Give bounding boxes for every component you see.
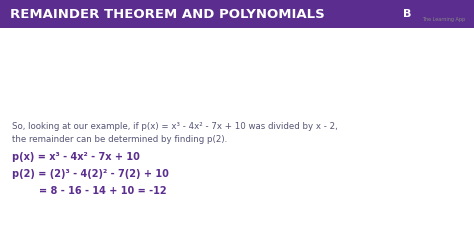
Text: B: B: [403, 9, 411, 19]
Text: So, looking at our example, if p(x) = x³ - 4x² - 7x + 10 was divided by x - 2,: So, looking at our example, if p(x) = x³…: [12, 122, 338, 131]
Text: p(x) = x³ - 4x² - 7x + 10: p(x) = x³ - 4x² - 7x + 10: [12, 152, 140, 162]
Text: The Learning App: The Learning App: [422, 17, 465, 23]
Text: BYJU'S: BYJU'S: [422, 5, 452, 15]
FancyBboxPatch shape: [0, 42, 469, 109]
Text: p(2) = (2)³ - 4(2)² - 7(2) + 10: p(2) = (2)³ - 4(2)² - 7(2) + 10: [12, 169, 169, 179]
Text: = 8 - 16 - 14 + 10 = -12: = 8 - 16 - 14 + 10 = -12: [12, 186, 167, 196]
FancyBboxPatch shape: [17, 39, 186, 59]
Text: Remainder Theorem: Remainder Theorem: [31, 43, 150, 53]
Text: the remainder can be determined by finding p(2).: the remainder can be determined by findi…: [12, 135, 227, 144]
Text: REMAINDER THEOREM AND POLYNOMIALS: REMAINDER THEOREM AND POLYNOMIALS: [10, 8, 325, 20]
Text: the remainder obtained is p(a): the remainder obtained is p(a): [26, 89, 176, 99]
Text: If a polynomial p(x) is divided by the binomial x - a,: If a polynomial p(x) is divided by the b…: [26, 69, 278, 79]
